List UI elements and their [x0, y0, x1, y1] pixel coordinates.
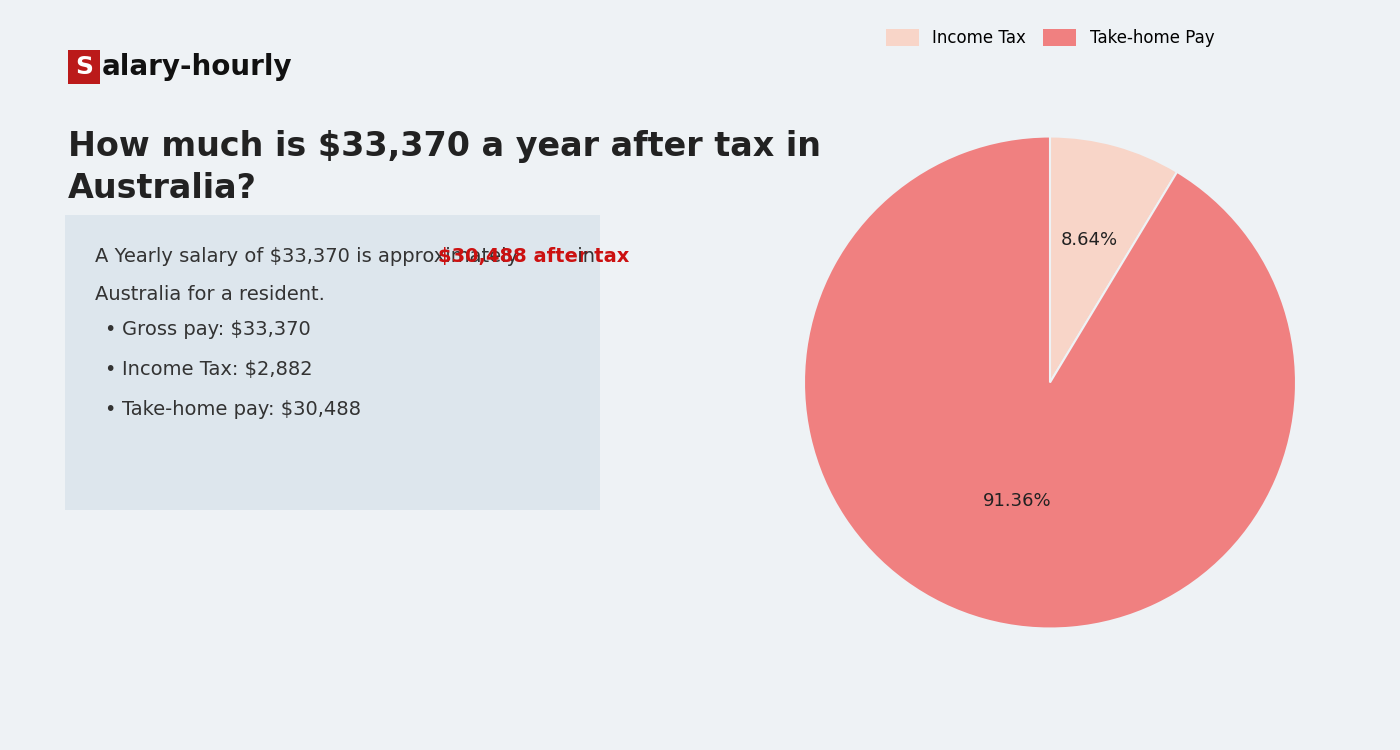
Text: Australia?: Australia? — [69, 172, 256, 205]
Text: A Yearly salary of $33,370 is approximately: A Yearly salary of $33,370 is approximat… — [95, 247, 525, 266]
Text: How much is $33,370 a year after tax in: How much is $33,370 a year after tax in — [69, 130, 820, 163]
Legend: Income Tax, Take-home Pay: Income Tax, Take-home Pay — [879, 22, 1221, 53]
Text: $30,488 after tax: $30,488 after tax — [438, 247, 630, 266]
Text: Income Tax: $2,882: Income Tax: $2,882 — [122, 360, 312, 379]
Text: Gross pay: $33,370: Gross pay: $33,370 — [122, 320, 311, 339]
Text: alary-hourly: alary-hourly — [102, 53, 293, 81]
FancyBboxPatch shape — [64, 215, 601, 510]
FancyBboxPatch shape — [69, 50, 99, 84]
Text: •: • — [105, 400, 116, 419]
Text: •: • — [105, 320, 116, 339]
Text: •: • — [105, 360, 116, 379]
Wedge shape — [804, 136, 1296, 628]
Text: 91.36%: 91.36% — [983, 492, 1051, 510]
Wedge shape — [1050, 136, 1177, 382]
Text: Australia for a resident.: Australia for a resident. — [95, 285, 325, 304]
Text: S: S — [76, 55, 92, 79]
Text: Take-home pay: $30,488: Take-home pay: $30,488 — [122, 400, 361, 419]
Text: in: in — [571, 247, 595, 266]
Text: 8.64%: 8.64% — [1061, 231, 1119, 249]
